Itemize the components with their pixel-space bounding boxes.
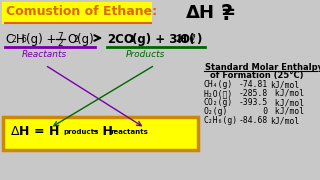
Text: reactants: reactants [110,129,148,135]
Text: -393.5: -393.5 [239,98,268,107]
Text: CH₄(g): CH₄(g) [204,80,233,89]
Text: 2: 2 [128,35,133,44]
Text: $\mathbf{\Delta}$H =: $\mathbf{\Delta}$H = [185,4,237,22]
Text: CO₂(g): CO₂(g) [204,98,233,107]
Text: Comustion of Ethane:: Comustion of Ethane: [6,5,157,18]
Text: (g): (g) [77,33,94,46]
Text: Reactants: Reactants [22,50,67,59]
Text: (g) +: (g) + [26,33,56,46]
Text: Standard Molar Enthalpy: Standard Molar Enthalpy [205,63,320,72]
Text: 2: 2 [74,35,79,44]
Text: C₂H₆(g): C₂H₆(g) [204,116,238,125]
Text: 2: 2 [58,39,63,48]
Text: -84.68: -84.68 [239,116,268,125]
FancyBboxPatch shape [3,116,197,150]
Text: 2: 2 [175,35,180,44]
Text: 2: 2 [12,35,16,44]
Text: kJ/mol: kJ/mol [270,80,299,89]
Text: 0: 0 [234,107,268,116]
Text: ?: ? [221,4,233,24]
Text: - H: - H [93,125,113,138]
Text: O₂(g): O₂(g) [204,107,228,116]
Text: 7: 7 [57,32,63,41]
Text: O(: O( [179,33,194,46]
Text: products: products [63,129,98,135]
Text: C: C [5,33,13,46]
Text: kJ/mol: kJ/mol [270,98,304,107]
Text: ): ) [196,33,201,46]
Text: kJ/mol: kJ/mol [270,89,304,98]
Text: H: H [15,33,24,46]
Text: $\Delta$H = H: $\Delta$H = H [10,125,60,138]
Text: 6: 6 [22,35,27,44]
Text: $\ell$: $\ell$ [190,33,196,46]
Text: 2CO: 2CO [107,33,134,46]
Text: of Formation (25°C): of Formation (25°C) [210,71,303,80]
Text: Products: Products [126,50,165,59]
Text: H₂O(ℓ): H₂O(ℓ) [204,89,233,98]
Text: kJ/mol: kJ/mol [270,107,304,116]
Text: O: O [67,33,76,46]
FancyBboxPatch shape [2,2,152,24]
Text: kJ/mol: kJ/mol [270,116,299,125]
Text: -285.8: -285.8 [239,89,268,98]
Text: (g) + 3H: (g) + 3H [132,33,188,46]
Text: -74.81: -74.81 [239,80,268,89]
